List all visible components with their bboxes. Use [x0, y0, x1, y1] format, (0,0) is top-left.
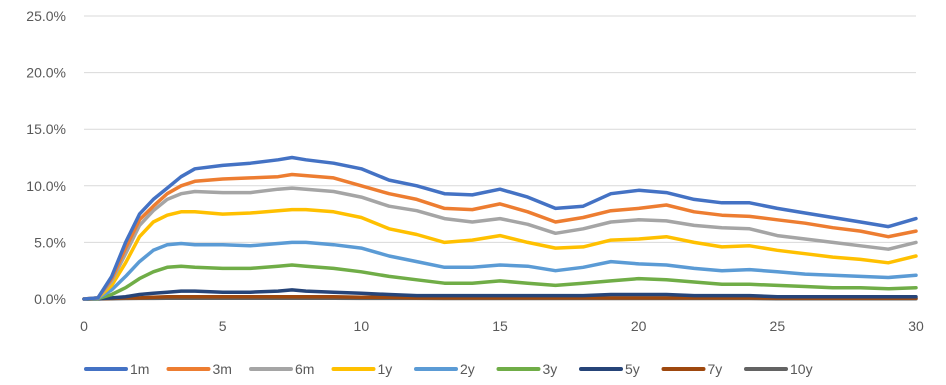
- legend-label-1y: 1y: [378, 361, 393, 377]
- y-tick-label: 5.0%: [34, 234, 66, 250]
- x-tick-label: 30: [908, 318, 924, 334]
- series-lines: [82, 155, 918, 301]
- y-tick-label: 15.0%: [26, 121, 66, 137]
- series-line-7y: [82, 294, 918, 301]
- y-tick-label: 0.0%: [34, 291, 66, 307]
- x-tick-label: 25: [770, 318, 786, 334]
- legend-label-10y: 10y: [790, 361, 813, 377]
- series-line-5y: [82, 288, 918, 301]
- y-axis-tick-labels: 0.0% 5.0% 10.0% 15.0% 20.0% 25.0%: [26, 8, 66, 307]
- x-tick-label: 10: [354, 318, 370, 334]
- x-tick-label: 0: [80, 318, 88, 334]
- x-axis-tick-labels: 0 5 10 15 20 25 30: [80, 318, 924, 334]
- legend-label-7y: 7y: [708, 361, 723, 377]
- gridlines: [84, 15, 916, 300]
- legend-label-3m: 3m: [213, 361, 232, 377]
- legend-label-6m: 6m: [295, 361, 314, 377]
- x-tick-label: 20: [631, 318, 647, 334]
- series-line-3y: [82, 263, 918, 301]
- series-line-1y: [82, 207, 918, 301]
- y-tick-label: 20.0%: [26, 65, 66, 81]
- legend-label-1m: 1m: [130, 361, 149, 377]
- x-tick-label: 15: [492, 318, 508, 334]
- series-line-3m: [82, 172, 918, 301]
- y-tick-label: 10.0%: [26, 178, 66, 194]
- legend-label-5y: 5y: [625, 361, 640, 377]
- x-tick-label: 5: [219, 318, 227, 334]
- series-line-6m: [82, 186, 918, 301]
- legend: 1m 3m 6m 1y 2y 3y 5y 7y 10y: [84, 361, 813, 377]
- series-line-1m: [82, 155, 918, 301]
- y-tick-label: 25.0%: [26, 8, 66, 24]
- legend-label-2y: 2y: [460, 361, 475, 377]
- legend-label-3y: 3y: [543, 361, 558, 377]
- series-line-2y: [82, 240, 918, 301]
